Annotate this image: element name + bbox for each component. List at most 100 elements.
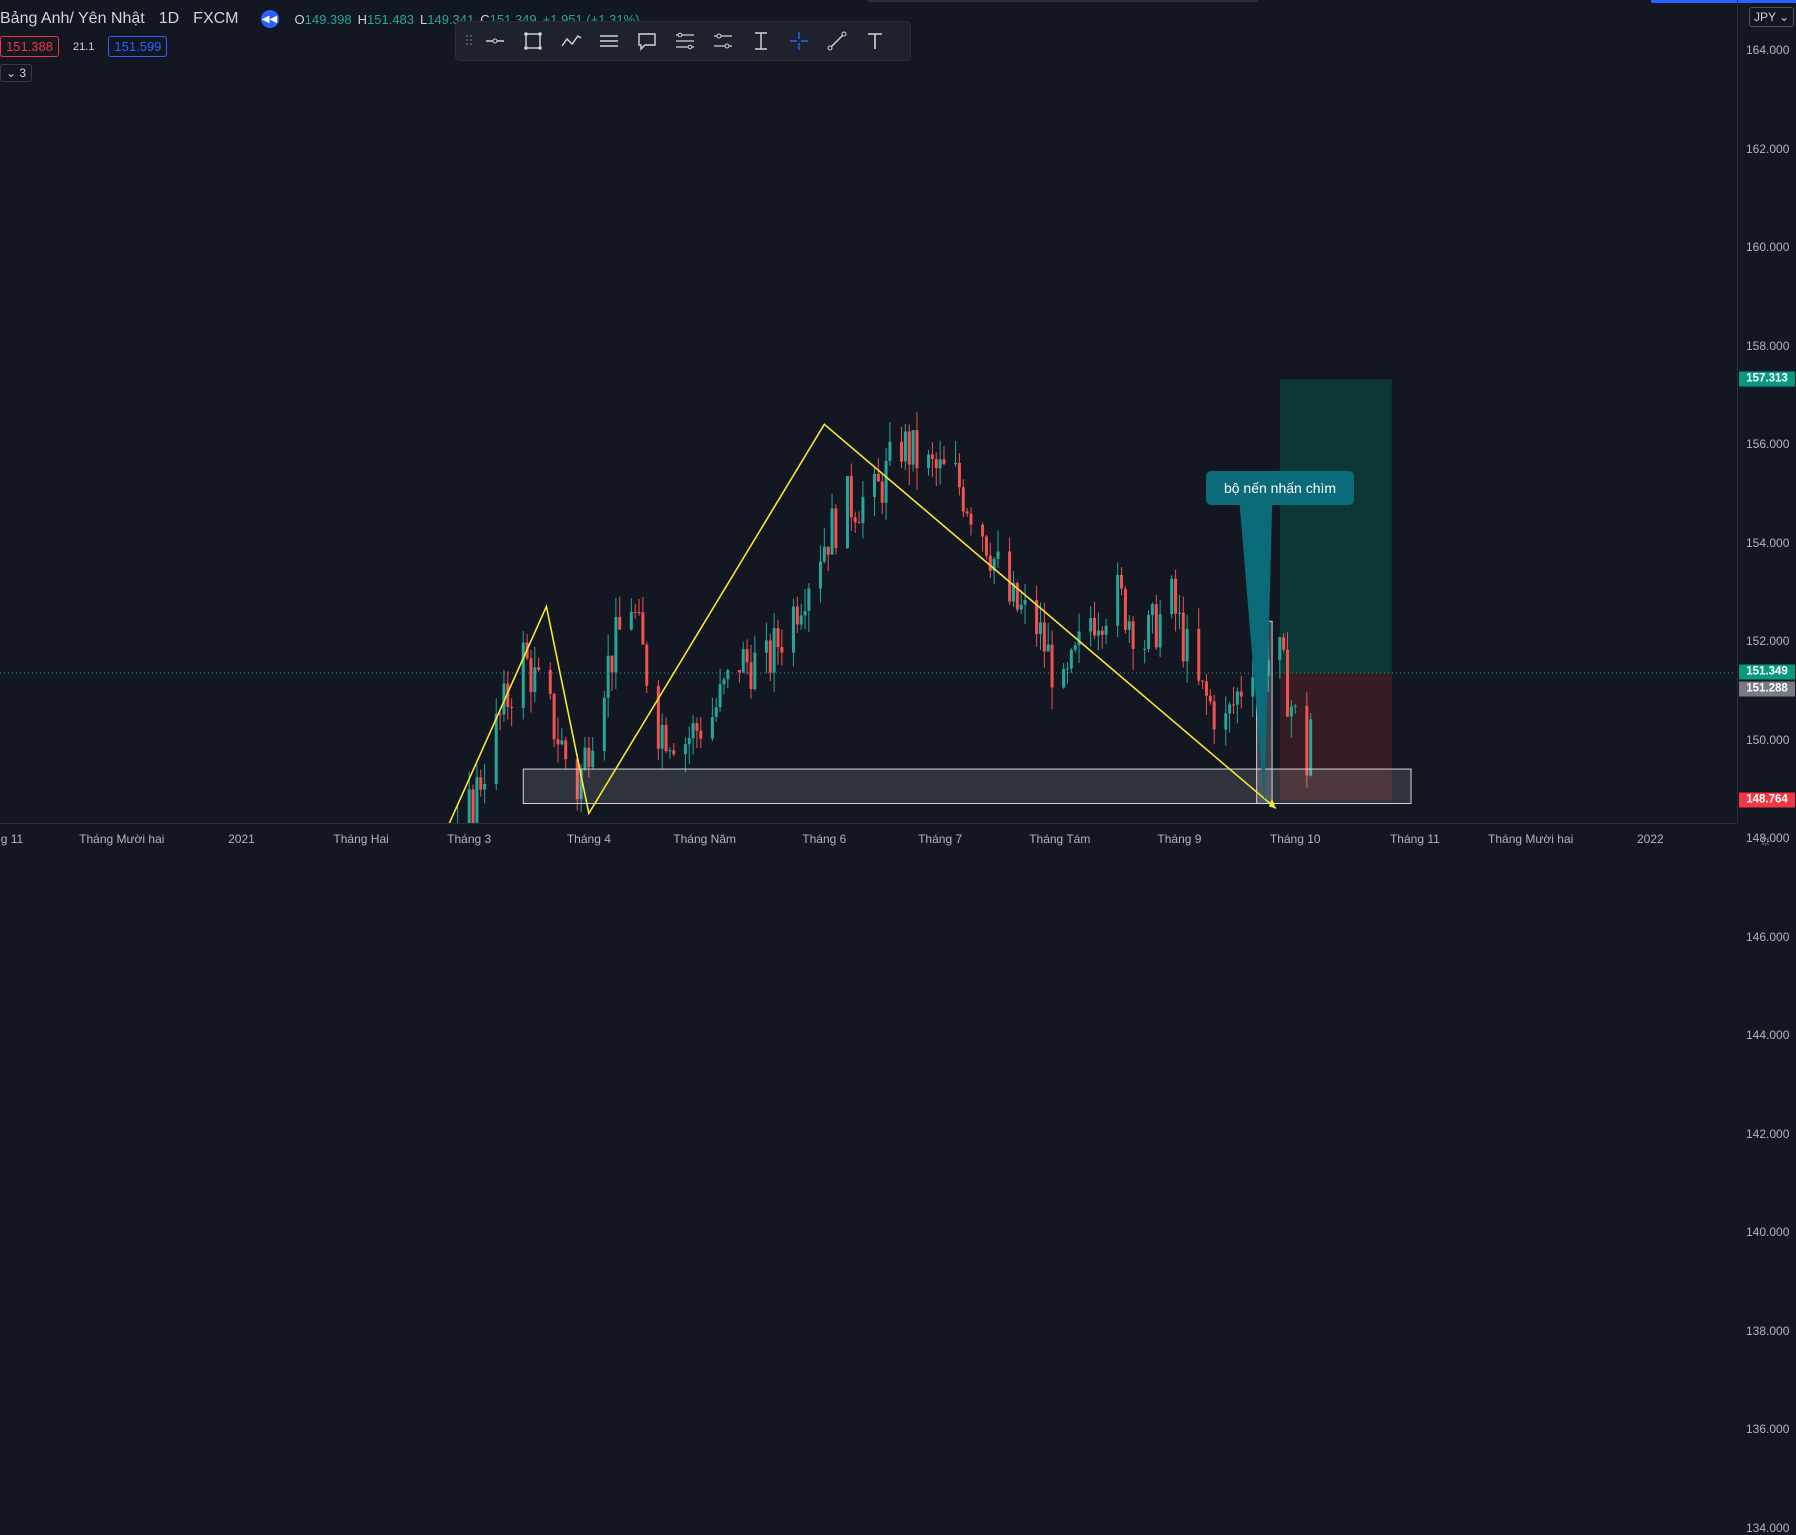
candle-body	[560, 740, 564, 745]
candle-body	[930, 454, 934, 459]
time-tick: Tháng Tám	[1029, 832, 1091, 846]
candle-body	[494, 713, 498, 784]
callout-icon[interactable]	[628, 24, 666, 58]
zigzag-line	[448, 423, 1277, 823]
price-range-icon[interactable]	[742, 24, 780, 58]
sell-button[interactable]: 151.388	[0, 36, 59, 57]
candle-body	[927, 454, 931, 469]
candle-body	[1050, 644, 1054, 688]
candle-body	[1104, 625, 1108, 635]
buy-button[interactable]: 151.599	[108, 36, 168, 57]
candle-body	[722, 679, 726, 685]
candle-body	[900, 441, 904, 462]
candle-body	[1185, 628, 1189, 662]
indicators-toggle[interactable]: ⌄ 3	[0, 64, 33, 82]
candle-body	[483, 783, 487, 790]
replay-icon[interactable]: ◀◀	[260, 10, 279, 28]
candle-body	[691, 723, 695, 739]
candle-body	[1177, 612, 1181, 614]
support-zone	[522, 768, 1412, 805]
price-tick: 156.000	[1746, 437, 1790, 451]
candle-body	[873, 473, 876, 497]
path-icon[interactable]	[552, 24, 590, 58]
candle-body	[954, 462, 958, 465]
candle-body	[861, 496, 865, 524]
candle-body	[637, 612, 641, 614]
target-zone	[1279, 379, 1392, 674]
candle-body	[1077, 631, 1081, 646]
price-label: 148.764	[1739, 792, 1795, 808]
time-tick: Tháng Mười hai	[79, 832, 165, 846]
settings-icon[interactable]: ☼	[1758, 832, 1773, 849]
top-panel-edge	[868, 0, 1258, 2]
horizontal-ray-icon[interactable]	[476, 24, 514, 58]
candle-body	[965, 511, 969, 514]
price-label: 157.313	[1739, 371, 1795, 387]
time-tick: Tháng 11	[1389, 832, 1440, 846]
price-tick: 162.000	[1746, 141, 1790, 156]
candle-body	[583, 747, 587, 769]
candle-body	[1127, 621, 1131, 630]
candle-body	[1251, 677, 1255, 697]
candle-body	[741, 649, 745, 673]
interval-label[interactable]: 1D	[158, 10, 180, 27]
text-icon[interactable]	[856, 24, 894, 58]
trend-line-icon[interactable]	[818, 24, 856, 58]
price-axis[interactable]: JPY ⌄ 164.000 162.000 160.000 158.000 156.00…	[1737, 0, 1796, 1535]
candle-body	[552, 693, 556, 740]
rectangle-icon[interactable]	[514, 24, 552, 58]
candle-body	[984, 536, 988, 556]
time-tick: 2022	[1637, 832, 1664, 846]
candle-body	[1023, 600, 1027, 605]
currency-selector[interactable]: JPY ⌄	[1749, 7, 1795, 27]
candle-body	[475, 777, 479, 823]
time-tick: Tháng Năm	[673, 832, 737, 846]
candle-body	[479, 777, 483, 790]
time-tick: Tháng 6	[802, 832, 847, 846]
high-key: H	[357, 11, 368, 27]
callout-pointer	[1237, 472, 1273, 804]
candle-body	[587, 747, 591, 768]
candle-body	[498, 713, 502, 715]
candle-body	[467, 789, 471, 823]
candle-body	[1019, 604, 1023, 610]
time-tick: 2021	[228, 832, 255, 846]
candle-body	[660, 725, 664, 749]
candle-body	[1282, 637, 1286, 650]
candle-body	[1228, 704, 1232, 714]
candle-body	[1042, 622, 1046, 652]
candle-body	[818, 561, 822, 589]
cross-line-icon[interactable]	[780, 24, 818, 58]
candle-body	[1100, 630, 1104, 635]
top-accent-bar	[1651, 0, 1796, 3]
candle-body	[876, 473, 880, 482]
parallel-channel-icon[interactable]	[590, 24, 628, 58]
price-chart[interactable]: bộ nến nhấn chìm	[0, 0, 1736, 823]
candle-body	[826, 546, 830, 555]
candle-body	[915, 430, 919, 469]
candle-body	[884, 460, 888, 503]
candle-body	[996, 551, 1000, 559]
candle-body	[610, 655, 614, 673]
drawing-toolbar: ⠿	[455, 21, 911, 61]
candle-body	[618, 617, 622, 630]
candle-body	[1231, 704, 1235, 706]
candle-body	[1008, 551, 1012, 602]
candle-body	[1035, 600, 1039, 635]
candle-body	[1038, 622, 1042, 635]
low-key: L	[420, 11, 428, 27]
symbol-name[interactable]: Bảng Anh/ Yên Nhật	[0, 10, 145, 27]
time-axis[interactable]: g 11 Tháng Mười hai 2021 Tháng Hai Tháng 3 Th…	[0, 823, 1736, 862]
regression-icon[interactable]	[704, 24, 742, 58]
candle-body	[656, 685, 660, 749]
candle-body	[1235, 691, 1239, 705]
fib-icon[interactable]	[666, 24, 704, 58]
candle-body	[579, 768, 583, 800]
price-tick: 164.000	[1746, 43, 1790, 57]
price-tick: 138.000	[1746, 1323, 1790, 1338]
candle-body	[853, 517, 857, 523]
time-tick: Tháng 3	[447, 832, 492, 846]
candle-body	[961, 487, 965, 512]
candle-body	[1201, 680, 1205, 682]
drag-handle-icon[interactable]: ⠿	[463, 32, 474, 49]
